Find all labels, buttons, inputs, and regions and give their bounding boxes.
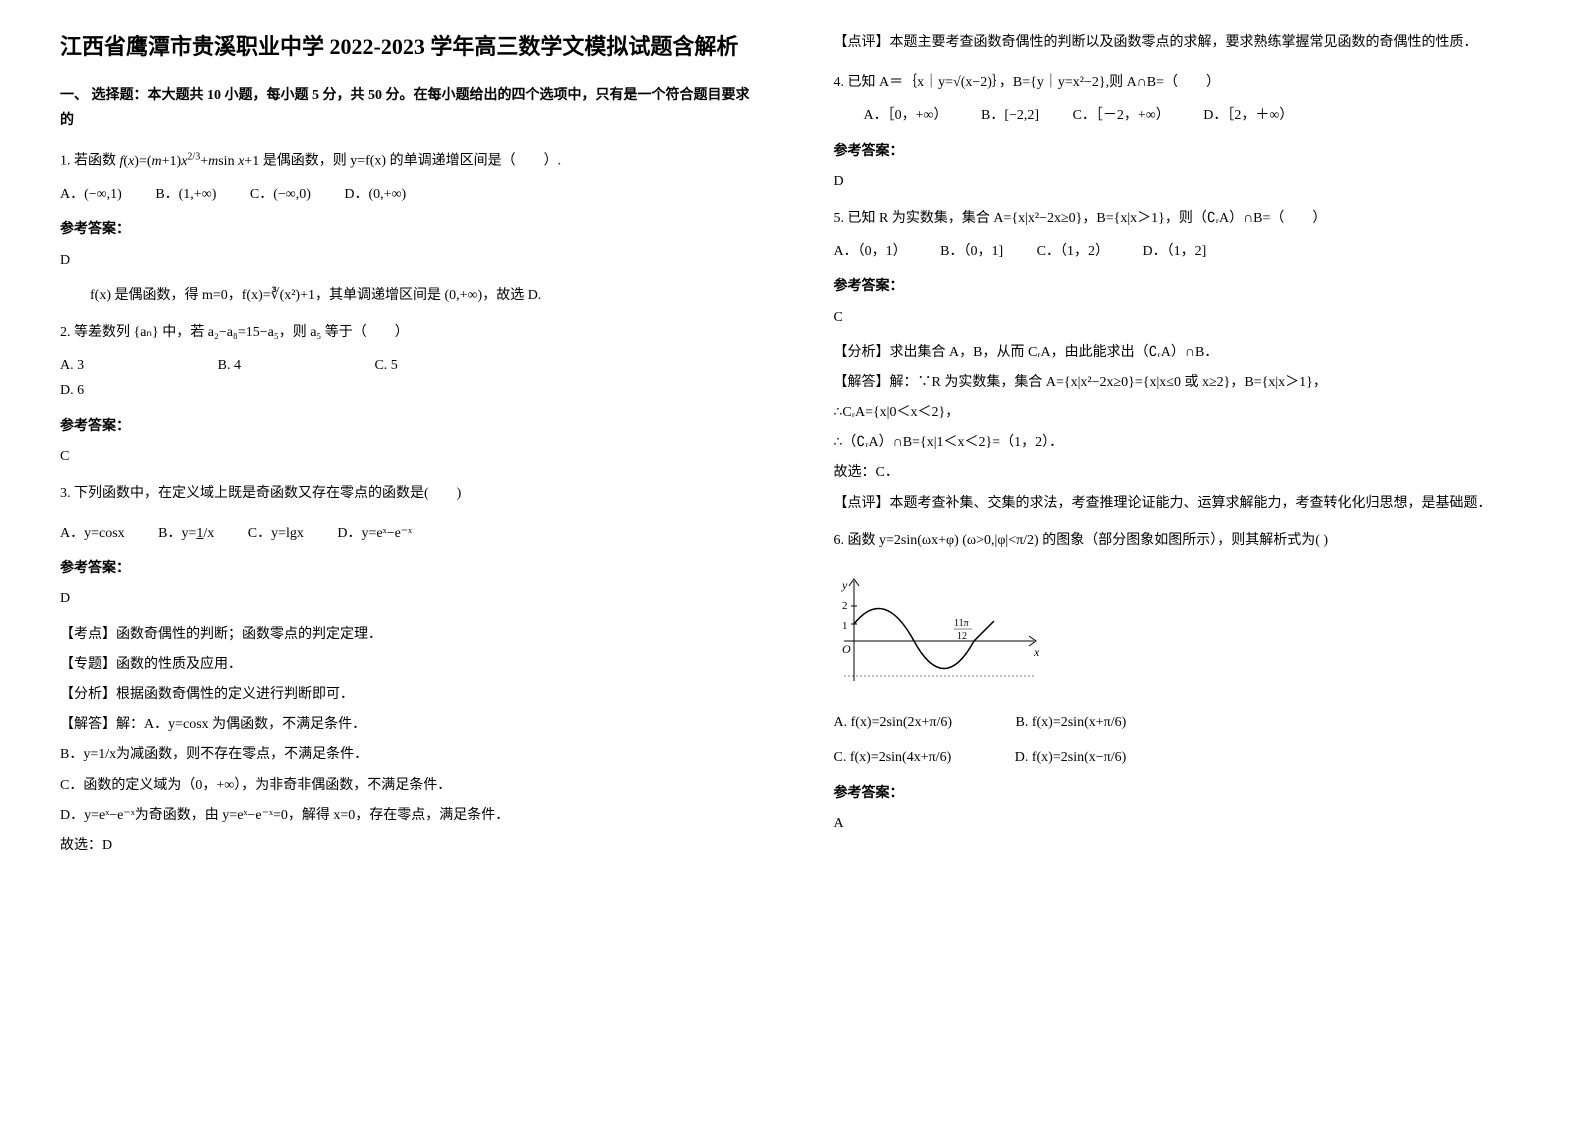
analysis-choose: 故选：C． [834,460,1528,485]
question-text: 2. 等差数列 {aₙ} 中，若 a₂−a₈=15−a₅，则 a₅ 等于（ ） [60,320,754,345]
q3-comment: 【点评】本题主要考查函数奇偶性的判断以及函数零点的求解，要求熟练掌握常见函数的奇… [834,30,1528,55]
answer: C [834,305,1528,330]
analysis-fenxi: 【分析】根据函数奇偶性的定义进行判断即可． [60,682,754,707]
question-text: 5. 已知 R 为实数集，集合 A={x|x²−2x≥0}，B={x|x＞1}，… [834,206,1528,231]
analysis-step2: ∴（∁ᵣA）∩B={x|1＜x＜2}=（1，2）． [834,430,1528,455]
options: A．y=cosx B．y=1/x C．y=lgx D．y=eˣ−e⁻ˣ [60,521,754,546]
options: A．(−∞,1) B．(1,+∞) C．(−∞,0) D．(0,+∞) [60,182,754,207]
options: A. 3 B. 4 C. 5 D. 6 [60,353,754,403]
option-b: B．y=1/x [158,521,214,546]
option-a: A. 3 [60,353,84,378]
right-column: 【点评】本题主要考查函数奇偶性的判断以及函数零点的求解，要求熟练掌握常见函数的奇… [794,30,1568,870]
question-text: 6. 函数 y=2sin(ωx+φ) (ω>0,|φ|<π/2) 的图象（部分图… [834,528,1528,553]
question-text: 1. 若函数 f(x)=(m+1)x2/3+msin x+1 是偶函数，则 y=… [60,148,754,174]
option-a: A．(−∞,1) [60,182,122,207]
analysis-d: D．y=eˣ−e⁻ˣ为奇函数，由 y=eˣ−e⁻ˣ=0，解得 x=0，存在零点，… [60,803,754,828]
analysis-kaodian: 【考点】函数奇偶性的判断；函数零点的判定定理． [60,622,754,647]
left-column: 江西省鹰潭市贵溪职业中学 2022-2023 学年高三数学文模拟试题含解析 一、… [20,30,794,870]
section-header: 一、 选择题：本大题共 10 小题，每小题 5 分，共 50 分。在每小题给出的… [60,83,754,133]
q5-comment: 【点评】本题考查补集、交集的求法，考查推理论证能力、运算求解能力，考查转化化归思… [834,491,1528,516]
svg-text:12: 12 [957,631,967,642]
option-c: C．［－2，+∞） [1073,103,1170,128]
answer: D [60,586,754,611]
q1-prefix: 1. 若函数 [60,154,120,169]
option-c: C．(−∞,0) [250,182,311,207]
answer-label: 参考答案： [834,274,1528,299]
svg-text:O: O [842,642,851,656]
analysis-choose: 故选：D [60,833,754,858]
answer: D [60,248,754,273]
question-3: 3. 下列函数中，在定义域上既是奇函数又存在零点的函数是( ) A．y=cosx… [60,481,754,858]
question-5: 5. 已知 R 为实数集，集合 A={x|x²−2x≥0}，B={x|x＞1}，… [834,206,1528,516]
svg-text:2: 2 [842,600,848,612]
option-c: C．（1，2） [1037,239,1109,264]
option-d: D. 6 [60,378,84,403]
question-2: 2. 等差数列 {aₙ} 中，若 a₂−a₈=15−a₅，则 a₅ 等于（ ） … [60,320,754,469]
option-d: D．（1，2] [1142,239,1206,264]
answer-label: 参考答案： [834,781,1528,806]
svg-text:y: y [841,578,848,592]
answer-label: 参考答案： [60,414,754,439]
option-b: B．[−2,2] [981,103,1039,128]
analysis-zhuanti: 【专题】函数的性质及应用． [60,652,754,677]
option-b: B. f(x)=2sin(x+π/6) [1016,710,1127,735]
question-text: 3. 下列函数中，在定义域上既是奇函数又存在零点的函数是( ) [60,481,754,506]
analysis-fenxi: 【分析】求出集合 A，B，从而 CᵣA，由此能求出（∁ᵣA）∩B． [834,340,1528,365]
option-a: A．［0，+∞） [864,103,948,128]
svg-text:11π: 11π [954,618,969,629]
analysis-jieda: 【解答】解：∵R 为实数集，集合 A={x|x²−2x≥0}={x|x≤0 或 … [834,370,1528,395]
document-title: 江西省鹰潭市贵溪职业中学 2022-2023 学年高三数学文模拟试题含解析 [60,30,754,63]
option-b: B．(1,+∞) [155,182,216,207]
question-4: 4. 已知 A＝｛x｜y=√(x−2)｝，B={y｜y=x²−2},则 A∩B=… [834,70,1528,194]
answer: C [60,444,754,469]
option-b: B. 4 [218,353,241,378]
option-c: C．y=lgx [248,521,304,546]
option-d: D. f(x)=2sin(x−π/6) [1015,745,1127,770]
option-a: A．y=cosx [60,521,125,546]
analysis-step1: ∴CᵣA={x|0＜x＜2}， [834,400,1528,425]
analysis-c: C．函数的定义域为（0，+∞），为非奇非偶函数，不满足条件． [60,773,754,798]
options: A．［0，+∞） B．[−2,2] C．［－2，+∞） D．［2，＋∞） [864,103,1528,128]
question-text: 4. 已知 A＝｛x｜y=√(x−2)｝，B={y｜y=x²−2},则 A∩B=… [834,70,1528,95]
svg-text:x: x [1033,645,1040,659]
option-b: B．（0，1] [940,239,1003,264]
analysis-b: B．y=1/x为减函数，则不存在零点，不满足条件． [60,742,754,767]
question-6: 6. 函数 y=2sin(ωx+φ) (ω>0,|φ|<π/2) 的图象（部分图… [834,528,1528,836]
analysis-jieda: 【解答】解：A．y=cosx 为偶函数，不满足条件． [60,712,754,737]
answer-label: 参考答案： [60,556,754,581]
answer-label: 参考答案： [60,217,754,242]
option-a: A．（0，1） [834,239,907,264]
question-1: 1. 若函数 f(x)=(m+1)x2/3+msin x+1 是偶函数，则 y=… [60,148,754,308]
options: A．（0，1） B．（0，1] C．（1，2） D．（1，2] [834,239,1528,264]
option-c: C. 5 [374,353,397,378]
option-d: D．y=eˣ−e⁻ˣ [337,521,412,546]
answer: A [834,811,1528,836]
option-c: C. f(x)=2sin(4x+π/6) [834,745,952,770]
q1-suffix: 是偶函数，则 y=f(x) 的单调递增区间是（ ）. [263,154,561,169]
q1-formula: f(x)=(m+1)x2/3+msin x+1 [120,154,260,169]
option-d: D．(0,+∞) [344,182,406,207]
option-a: A. f(x)=2sin(2x+π/6) [834,710,953,735]
answer: D [834,169,1528,194]
sine-graph: y x O 2 1 11π 12 [834,571,1054,691]
option-d: D．［2，＋∞） [1203,103,1293,128]
answer-label: 参考答案： [834,139,1528,164]
svg-text:1: 1 [842,620,848,632]
options: A. f(x)=2sin(2x+π/6) B. f(x)=2sin(x+π/6)… [834,710,1528,770]
explanation: f(x) 是偶函数，得 m=0，f(x)=∛(x²)+1，其单调递增区间是 (0… [90,283,754,308]
